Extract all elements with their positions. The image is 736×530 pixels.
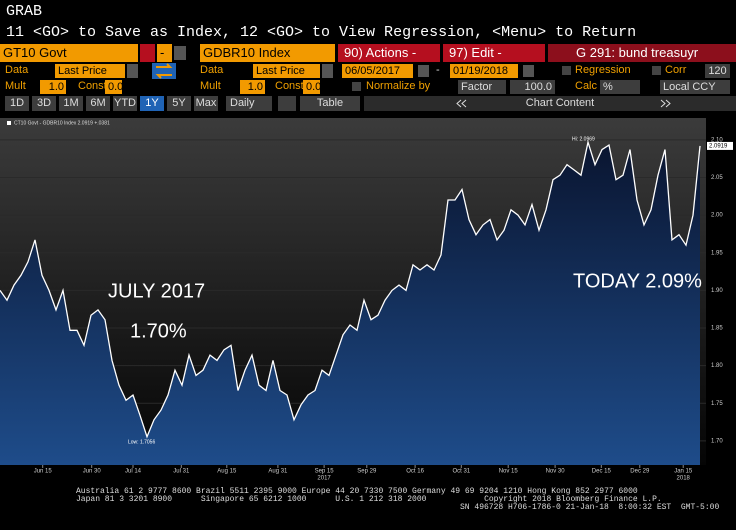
field[interactable]: Local CCY	[660, 80, 730, 94]
annotation: Low: 1.7056	[128, 439, 155, 445]
x-tick-label: Nov 15	[499, 469, 519, 475]
footer-line: Japan 81 3 3201 8900 Singapore 65 6212 1…	[76, 495, 662, 504]
range-button[interactable]: 6M	[86, 96, 110, 111]
chart-content-button[interactable]: Chart Content	[525, 97, 595, 109]
x-tick-label: Jun 15	[34, 469, 53, 475]
annotation: Hi: 2.0969	[572, 136, 595, 142]
y-tick-label: 2.10	[711, 137, 723, 143]
y-tick-label: 2.05	[711, 175, 723, 181]
security-field[interactable]: GT10 Govt	[0, 44, 138, 62]
label: Mult	[5, 80, 26, 92]
separator: -	[436, 64, 440, 76]
swap-icon[interactable]	[152, 63, 176, 79]
x-tick-label: Jul 14	[125, 469, 142, 475]
footer-line: SN 496728 H706-1786-0 21-Jan-18 8:00:32 …	[460, 503, 720, 512]
field[interactable]: 100.0	[510, 80, 555, 94]
range-button[interactable]: 1Y	[140, 96, 164, 111]
edit-menu[interactable]: 97) Edit -	[443, 44, 545, 62]
range-button[interactable]: 1M	[59, 96, 83, 111]
range-button[interactable]: Max	[194, 96, 218, 111]
x-tick-label: Nov 30	[546, 469, 566, 475]
checkbox[interactable]	[652, 66, 661, 75]
security-field[interactable]: GDBR10 Index	[200, 44, 335, 62]
x-tick-label: Dec 15	[592, 469, 612, 475]
dropdown[interactable]	[127, 64, 138, 78]
label: Calc	[575, 80, 598, 92]
x-tick-year: 2017	[317, 476, 331, 482]
x-tick-label: Sep 15	[315, 469, 335, 475]
spacer	[140, 44, 155, 62]
label: Mult	[200, 80, 221, 92]
y-tick-label: 1.85	[711, 326, 723, 332]
x-tick-label: Oct 16	[406, 469, 424, 475]
dropdown[interactable]	[174, 46, 186, 60]
prev-icon[interactable]	[455, 99, 467, 108]
calendar-icon[interactable]	[523, 65, 534, 77]
field[interactable]: 0.0	[105, 80, 123, 94]
area	[0, 142, 700, 465]
legend: CT10 Govt - GDBR10 Index 2.0919 +.0381	[14, 120, 110, 126]
field[interactable]: %	[600, 80, 640, 94]
field[interactable]: Last Price	[55, 64, 125, 78]
x-tick-year: 2018	[677, 476, 691, 482]
table-button[interactable]: Table	[300, 96, 360, 111]
footer-line: Australia 61 2 9777 8600 Brazil 5511 239…	[76, 487, 638, 496]
command-hint: 11 <GO> to Save as Index, 12 <GO> to Vie…	[6, 24, 637, 41]
last-value-label: 2.0919	[709, 144, 728, 150]
field[interactable]: 120	[705, 64, 730, 78]
minus-button[interactable]: -	[157, 44, 172, 62]
x-tick-label: Jun 30	[83, 469, 102, 475]
line	[0, 139, 701, 439]
end-date[interactable]: 01/19/2018	[450, 64, 518, 78]
y-tick-label: 1.70	[711, 438, 723, 444]
range-button[interactable]: 1D	[5, 96, 29, 111]
chart: 1.70 1.75 1.80 1.85 1.90 1.95 2.00 2.05 2.10 Jun …	[0, 118, 733, 482]
chart-icon[interactable]	[278, 96, 296, 111]
x-tick-label: Aug 31	[268, 469, 288, 475]
frequency-select[interactable]: Daily	[226, 96, 272, 111]
y-tick-label: 1.80	[711, 363, 723, 369]
field[interactable]: 0.0	[303, 80, 321, 94]
x-tick-label: Sep 29	[357, 469, 377, 475]
y-tick-label: 1.90	[711, 288, 723, 294]
field[interactable]: 1.0	[40, 80, 66, 94]
checkbox[interactable]	[352, 82, 361, 91]
page-title: G 291: bund treasuyr	[548, 44, 736, 62]
field[interactable]: Factor	[458, 80, 506, 94]
label: Data	[200, 64, 224, 76]
calendar-icon[interactable]	[418, 65, 429, 77]
screen-title: GRAB	[6, 3, 43, 20]
checkbox[interactable]	[562, 66, 571, 75]
actions-menu[interactable]: 90) Actions -	[338, 44, 440, 62]
label: Corr	[665, 64, 687, 76]
y-tick-label: 1.75	[711, 401, 723, 407]
label: Regression	[575, 64, 631, 76]
annotation: JULY 2017	[108, 280, 205, 302]
range-button[interactable]: YTD	[113, 96, 137, 111]
range-button[interactable]: 3D	[32, 96, 56, 111]
y-tick-label: 1.95	[711, 250, 723, 256]
y-tick-label: 2.00	[711, 213, 723, 219]
x-tick-label: Aug 15	[217, 469, 237, 475]
content-bar	[364, 96, 736, 111]
next-icon[interactable]	[660, 99, 672, 108]
legend-swatch	[7, 121, 11, 125]
label: Data	[5, 64, 29, 76]
x-tick-label: Dec 29	[630, 469, 650, 475]
start-date[interactable]: 06/05/2017	[342, 64, 413, 78]
annotation: 1.70%	[130, 320, 187, 342]
field[interactable]: 1.0	[240, 80, 265, 94]
field[interactable]: Last Price	[253, 64, 320, 78]
x-tick-label: Jan 15	[674, 469, 693, 475]
annotation: TODAY 2.09%	[573, 270, 702, 292]
dropdown[interactable]	[322, 64, 333, 78]
label: Normalize by	[366, 80, 431, 92]
label: Const	[78, 80, 107, 92]
x-tick-label: Jul 31	[173, 469, 190, 475]
range-button[interactable]: 5Y	[167, 96, 191, 111]
label: Const	[275, 80, 304, 92]
last-value-box	[707, 141, 733, 150]
x-tick-label: Oct 31	[452, 469, 470, 475]
